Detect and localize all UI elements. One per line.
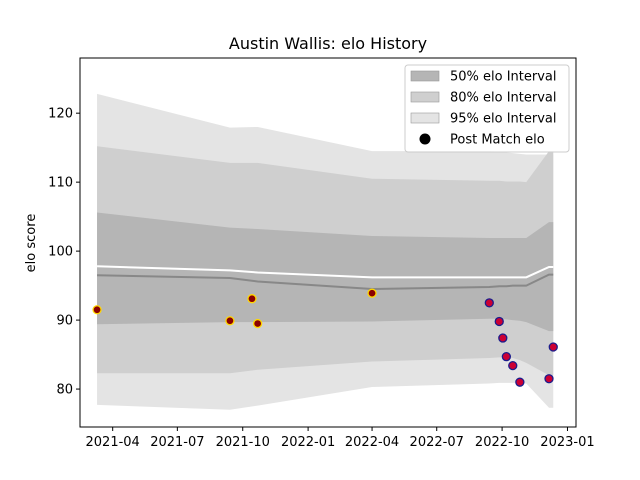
legend-marker [419, 133, 431, 145]
legend-label: Post Match elo [450, 133, 545, 148]
mean-elo-line [97, 273, 554, 291]
data-point-2 [225, 316, 235, 326]
x-tick-label: 2022-04 [345, 435, 399, 450]
legend-label: 50% elo Interval [450, 70, 557, 85]
x-tick-label: 2021-07 [150, 435, 204, 450]
x-tick-label: 2022-10 [475, 435, 529, 450]
legend-label: 80% elo Interval [450, 91, 557, 106]
data-point-9 [501, 351, 512, 362]
data-point-5 [367, 288, 377, 298]
legend-label: 95% elo Interval [450, 112, 557, 127]
y-axis-label: elo score [24, 214, 39, 273]
x-axis: 2021-04 2021-07 2021-10 2022-01 2022-04 2022-… [86, 427, 595, 450]
expected-elo-line [97, 265, 554, 279]
x-tick-label: 2021-04 [86, 435, 140, 450]
data-point-6 [484, 298, 494, 308]
legend-swatch [410, 112, 440, 124]
x-tick-label: 2023-01 [540, 435, 594, 450]
legend-swatch [410, 70, 440, 82]
chart-title: Austin Wallis: elo History [229, 34, 427, 53]
data-point-10 [508, 360, 518, 371]
y-tick-label: 120 [48, 107, 73, 122]
legend-box [404, 64, 570, 153]
data-point-4 [252, 318, 263, 329]
data-point-12 [544, 374, 554, 384]
band-50-pct [97, 212, 554, 332]
plot-frame [79, 57, 577, 428]
legend: 50% elo Interval 80% elo Interval 95% elo … [404, 64, 570, 153]
x-tick-label: 2022-07 [410, 435, 464, 450]
data-point-7 [494, 316, 504, 327]
data-point-11 [515, 377, 525, 387]
data-point-8 [498, 333, 508, 343]
data-point-3 [247, 294, 257, 304]
data-point-1 [92, 305, 102, 315]
data-point-13 [548, 342, 558, 352]
x-tick-label: 2021-10 [216, 435, 270, 450]
y-tick-label: 80 [56, 383, 73, 398]
plot-area [92, 93, 558, 410]
y-tick-label: 100 [48, 245, 73, 260]
y-tick-label: 110 [48, 176, 73, 191]
y-axis: 80 90 100 110 120 [48, 107, 80, 398]
x-tick-label: 2022-01 [281, 435, 335, 450]
legend-swatch [410, 91, 440, 103]
y-tick-label: 90 [56, 314, 73, 329]
